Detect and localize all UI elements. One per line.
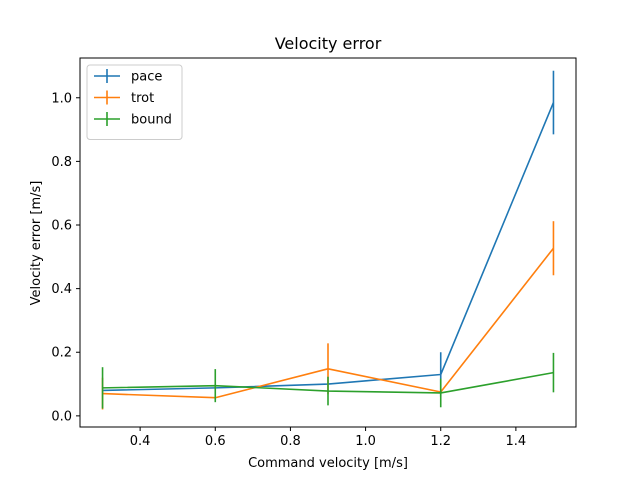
legend-entry-pace: pace (94, 69, 162, 85)
y-tick-label: 0.4 (51, 282, 72, 297)
x-tick-label: 0.6 (205, 434, 226, 449)
plot-frame (79, 57, 577, 428)
y-axis-label: Velocity error [m/s] (29, 181, 44, 306)
y-tick-label: 0.8 (51, 155, 72, 170)
x-axis-label: Command velocity [m/s] (248, 456, 408, 471)
x-tick-label: 0.4 (130, 434, 151, 449)
y-tick-label: 0.6 (51, 219, 72, 234)
x-tick-label: 1.0 (355, 434, 376, 449)
legend-entry-trot: trot (94, 90, 154, 106)
y-tick-label: 0.0 (51, 409, 72, 424)
axis-ticks: 0.4 0.6 0.8 1.0 1.2 1.4 0.0 0.2 0.4 0.6 0.8 1.0 (51, 91, 526, 449)
y-tick-label: 0.2 (51, 346, 72, 361)
legend-label: trot (131, 91, 154, 106)
plot-area (101, 70, 555, 410)
x-tick-label: 0.8 (280, 434, 301, 449)
legend: pace trot bound (86, 64, 183, 140)
legend-box (86, 64, 183, 140)
x-tick-label: 1.4 (506, 434, 527, 449)
x-tick-label: 1.2 (430, 434, 451, 449)
series-bound (101, 352, 555, 409)
y-tick-label: 1.0 (51, 91, 72, 106)
legend-label: pace (131, 70, 162, 85)
chart-title: Velocity error (275, 34, 382, 53)
legend-entry-bound: bound (94, 112, 172, 128)
legend-label: bound (131, 113, 172, 128)
